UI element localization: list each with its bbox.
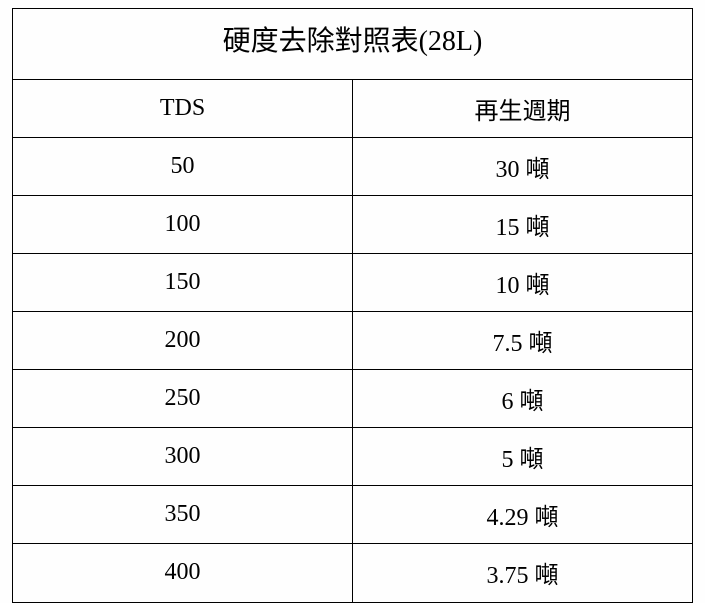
cell-tds: 50 [13, 138, 353, 196]
table-title: 硬度去除對照表(28L) [13, 9, 692, 79]
table-row: 200 7.5 噸 [13, 312, 692, 370]
table-row: 150 10 噸 [13, 254, 692, 312]
cell-cycle: 15 噸 [353, 196, 693, 254]
cell-cycle: 5 噸 [353, 428, 693, 486]
cell-tds: 150 [13, 254, 353, 312]
column-header-tds: TDS [13, 80, 353, 138]
table-row: 350 4.29 噸 [13, 486, 692, 544]
hardness-removal-table: 硬度去除對照表(28L) TDS 再生週期 50 30 噸 100 15 噸 1… [12, 8, 693, 603]
cell-cycle: 4.29 噸 [353, 486, 693, 544]
table-body: 50 30 噸 100 15 噸 150 10 噸 200 7.5 噸 250 … [13, 138, 692, 602]
table-row: 50 30 噸 [13, 138, 692, 196]
cell-cycle: 30 噸 [353, 138, 693, 196]
cell-cycle: 10 噸 [353, 254, 693, 312]
cell-cycle: 7.5 噸 [353, 312, 693, 370]
table-header-row: TDS 再生週期 [13, 80, 692, 138]
table-row: 300 5 噸 [13, 428, 692, 486]
table-row: 250 6 噸 [13, 370, 692, 428]
cell-tds: 200 [13, 312, 353, 370]
cell-tds: 250 [13, 370, 353, 428]
cell-tds: 300 [13, 428, 353, 486]
cell-cycle: 3.75 噸 [353, 544, 693, 602]
cell-tds: 100 [13, 196, 353, 254]
cell-tds: 350 [13, 486, 353, 544]
table-row: 100 15 噸 [13, 196, 692, 254]
cell-tds: 400 [13, 544, 353, 602]
cell-cycle: 6 噸 [353, 370, 693, 428]
table-row: 400 3.75 噸 [13, 544, 692, 602]
data-table: TDS 再生週期 50 30 噸 100 15 噸 150 10 噸 200 7… [13, 79, 692, 602]
column-header-cycle: 再生週期 [353, 80, 693, 138]
